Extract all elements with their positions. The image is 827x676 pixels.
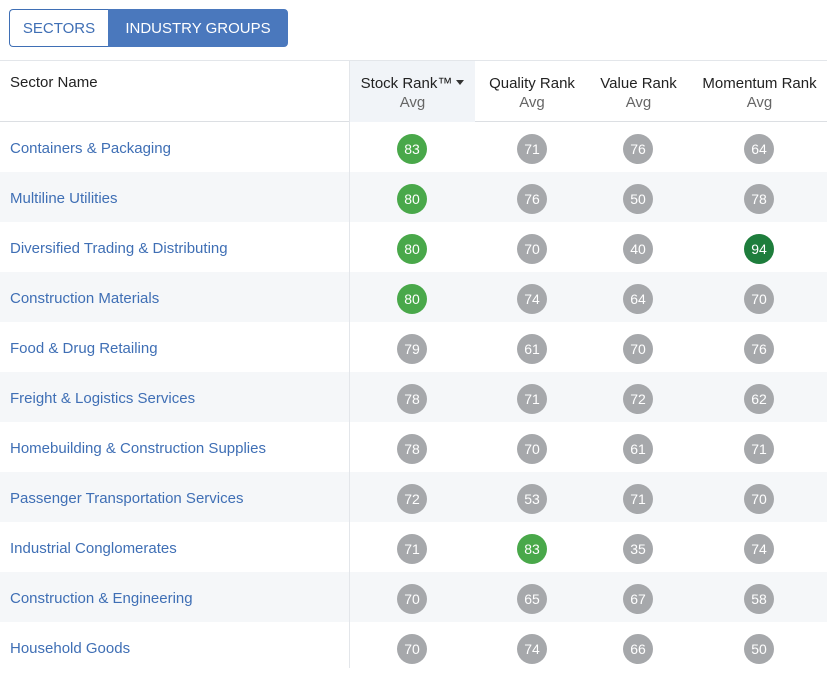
quality-rank-badge: 65	[517, 584, 547, 614]
value-rank-badge: 61	[623, 434, 653, 464]
table-row[interactable]: Homebuilding & Construction Supplies 78 70…	[0, 422, 827, 472]
tab-industry-groups[interactable]: INDUSTRY GROUPS	[108, 9, 288, 47]
sector-name-link[interactable]: Construction Materials	[10, 290, 160, 307]
ranking-table: Sector Name Stock Rank™ Avg Quality Rank…	[0, 60, 827, 122]
momentum-rank-badge: 74	[744, 534, 774, 564]
value-rank-badge: 66	[623, 634, 653, 664]
column-header-momentum-rank[interactable]: Momentum Rank Avg	[688, 74, 827, 112]
sector-name-link[interactable]: Diversified Trading & Distributing	[10, 240, 228, 257]
table-row[interactable]: Diversified Trading & Distributing 80 70 40…	[0, 222, 827, 272]
column-header-value-rank[interactable]: Value Rank Avg	[589, 74, 688, 112]
momentum-rank-badge: 50	[744, 634, 774, 664]
sector-name-link[interactable]: Construction & Engineering	[10, 590, 193, 607]
table-row[interactable]: Freight & Logistics Services 78 71 72 62	[0, 372, 827, 422]
stock-rank-badge: 80	[397, 234, 427, 264]
stock-rank-badge: 83	[397, 134, 427, 164]
value-rank-badge: 71	[623, 484, 653, 514]
table-row[interactable]: Multiline Utilities 80 76 50 78	[0, 172, 827, 222]
quality-rank-badge: 70	[517, 234, 547, 264]
value-rank-badge: 35	[623, 534, 653, 564]
value-rank-badge: 67	[623, 584, 653, 614]
quality-rank-badge: 74	[517, 634, 547, 664]
momentum-rank-badge: 71	[744, 434, 774, 464]
table-row[interactable]: Construction & Engineering 70 65 67 58	[0, 572, 827, 622]
value-rank-badge: 76	[623, 134, 653, 164]
tab-sectors[interactable]: SECTORS	[9, 9, 108, 47]
quality-rank-badge: 71	[517, 134, 547, 164]
value-rank-badge: 50	[623, 184, 653, 214]
table-row[interactable]: Containers & Packaging 83 71 76 64	[0, 122, 827, 172]
sector-name-link[interactable]: Multiline Utilities	[10, 190, 118, 207]
sector-name-link[interactable]: Freight & Logistics Services	[10, 390, 196, 407]
sector-name-link[interactable]: Passenger Transportation Services	[10, 490, 244, 507]
value-rank-badge: 40	[623, 234, 653, 264]
sort-caret-down-icon	[456, 79, 465, 85]
value-rank-badge: 70	[623, 334, 653, 364]
column-header-label: Sector Name	[10, 74, 98, 91]
quality-rank-badge: 70	[517, 434, 547, 464]
stock-rank-badge: 72	[397, 484, 427, 514]
momentum-rank-badge: 70	[744, 484, 774, 514]
momentum-rank-badge: 76	[744, 334, 774, 364]
momentum-rank-badge: 64	[744, 134, 774, 164]
column-header-sector-name[interactable]: Sector Name	[10, 73, 98, 92]
momentum-rank-badge: 62	[744, 384, 774, 414]
momentum-rank-badge: 70	[744, 284, 774, 314]
quality-rank-badge: 53	[517, 484, 547, 514]
sorted-column-highlight	[350, 61, 475, 122]
momentum-rank-badge: 58	[744, 584, 774, 614]
value-rank-badge: 72	[623, 384, 653, 414]
sector-name-link[interactable]: Homebuilding & Construction Supplies	[10, 440, 266, 457]
sector-name-link[interactable]: Industrial Conglomerates	[10, 540, 177, 557]
table-row[interactable]: Construction Materials 80 74 64 70	[0, 272, 827, 322]
quality-rank-badge: 71	[517, 384, 547, 414]
table-row[interactable]: Food & Drug Retailing 79 61 70 76	[0, 322, 827, 372]
sector-name-link[interactable]: Containers & Packaging	[10, 140, 171, 157]
table-row[interactable]: Household Goods 70 74 66 50	[0, 622, 827, 672]
stock-rank-badge: 78	[397, 384, 427, 414]
stock-rank-badge: 70	[397, 634, 427, 664]
quality-rank-badge: 74	[517, 284, 547, 314]
column-header-stock-rank[interactable]: Stock Rank™ Avg	[350, 74, 475, 112]
stock-rank-badge: 71	[397, 534, 427, 564]
stock-rank-badge: 70	[397, 584, 427, 614]
quality-rank-badge: 76	[517, 184, 547, 214]
momentum-rank-badge: 78	[744, 184, 774, 214]
column-header-sublabel: Avg	[399, 94, 426, 111]
column-header-sublabel: Avg	[625, 94, 652, 111]
stock-rank-badge: 80	[397, 184, 427, 214]
momentum-rank-badge: 94	[744, 234, 774, 264]
column-header-label: Momentum Rank	[702, 75, 817, 92]
table-row[interactable]: Passenger Transportation Services 72 53 71 7…	[0, 472, 827, 522]
table-body: Containers & Packaging 83 71 76 64 Multiline …	[0, 122, 827, 672]
stock-rank-badge: 79	[397, 334, 427, 364]
column-header-sublabel: Avg	[519, 94, 545, 111]
column-header-sublabel: Avg	[746, 94, 773, 111]
table-header: Sector Name Stock Rank™ Avg Quality Rank…	[0, 60, 827, 122]
column-header-label: Quality Rank	[489, 75, 575, 92]
sector-name-link[interactable]: Food & Drug Retailing	[10, 340, 158, 357]
stock-rank-badge: 78	[397, 434, 427, 464]
column-header-label: Stock Rank™	[360, 75, 453, 92]
table-row[interactable]: Industrial Conglomerates 71 83 35 74	[0, 522, 827, 572]
quality-rank-badge: 83	[517, 534, 547, 564]
value-rank-badge: 64	[623, 284, 653, 314]
column-divider	[349, 60, 350, 668]
view-toggle: SECTORS INDUSTRY GROUPS	[9, 9, 288, 47]
column-header-quality-rank[interactable]: Quality Rank Avg	[475, 74, 589, 112]
stock-rank-badge: 80	[397, 284, 427, 314]
column-header-label: Value Rank	[600, 75, 677, 92]
sector-name-link[interactable]: Household Goods	[10, 640, 131, 657]
quality-rank-badge: 61	[517, 334, 547, 364]
